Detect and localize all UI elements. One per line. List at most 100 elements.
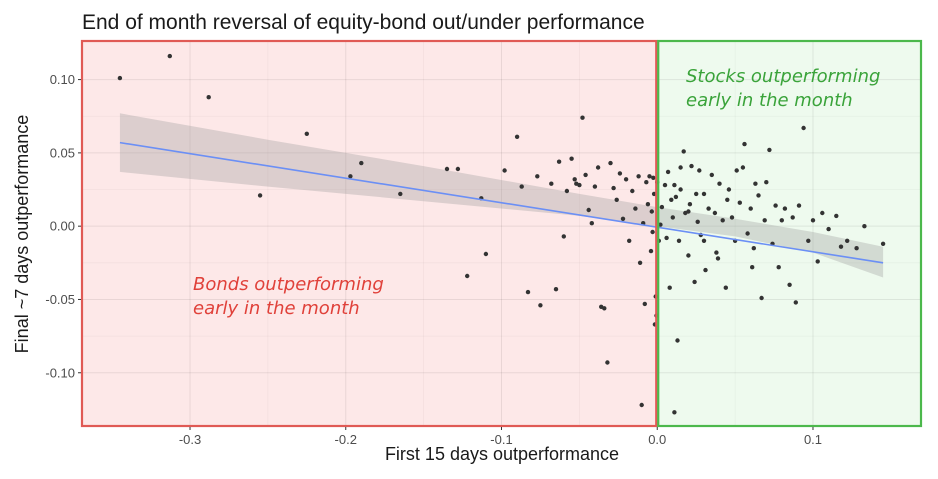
bonds-region-label-line: Bonds outperforming bbox=[193, 274, 384, 295]
data-point bbox=[556, 159, 562, 164]
data-point bbox=[694, 191, 699, 197]
data-point bbox=[647, 174, 652, 179]
data-point bbox=[525, 289, 531, 295]
x-tick-label: -0.3 bbox=[179, 432, 201, 447]
data-point bbox=[750, 265, 755, 270]
data-point bbox=[762, 218, 767, 223]
data-point bbox=[675, 338, 680, 343]
y-tick-label: 0.05 bbox=[50, 145, 75, 160]
data-point bbox=[681, 149, 686, 154]
data-point bbox=[257, 193, 263, 198]
bonds-region-border bbox=[80, 39, 658, 428]
stocks-region-border bbox=[657, 39, 923, 428]
region-borders-layer bbox=[80, 39, 923, 428]
data-point bbox=[648, 248, 654, 254]
confidence-band-layer bbox=[119, 113, 884, 278]
data-point bbox=[636, 174, 641, 179]
data-point bbox=[664, 235, 669, 241]
data-point bbox=[686, 209, 691, 214]
data-point bbox=[714, 250, 719, 255]
confidence-band bbox=[119, 113, 884, 278]
stocks-region-label-line: Stocks outperforming bbox=[686, 66, 880, 87]
data-point bbox=[644, 180, 649, 185]
data-point bbox=[561, 234, 566, 239]
data-point bbox=[742, 141, 747, 147]
data-point bbox=[756, 193, 761, 198]
data-point bbox=[586, 207, 591, 213]
data-point bbox=[627, 238, 632, 243]
data-point bbox=[620, 216, 626, 221]
data-point bbox=[167, 53, 172, 59]
data-point bbox=[793, 300, 798, 305]
data-point bbox=[630, 188, 635, 194]
data-point bbox=[359, 160, 364, 166]
data-point bbox=[617, 171, 623, 176]
data-point bbox=[645, 202, 651, 207]
data-point bbox=[672, 410, 677, 415]
data-point bbox=[689, 163, 694, 169]
data-point bbox=[748, 206, 753, 211]
data-point bbox=[862, 224, 867, 229]
data-point bbox=[465, 273, 470, 279]
data-point bbox=[725, 197, 730, 202]
data-point bbox=[796, 203, 802, 208]
data-point bbox=[726, 187, 732, 192]
data-point bbox=[667, 285, 672, 290]
x-tick-label: -0.2 bbox=[335, 432, 357, 447]
regression-line bbox=[119, 141, 884, 264]
ticks-layer: -0.3 -0.2 -0.1 0.0 0.1 -0.10 -0.05 0.00 0.05 0.10 bbox=[45, 72, 822, 447]
data-point bbox=[580, 115, 585, 120]
data-point bbox=[729, 215, 735, 220]
data-point bbox=[549, 181, 554, 186]
data-point bbox=[602, 306, 607, 311]
x-tick-label: 0.1 bbox=[804, 432, 822, 447]
data-point bbox=[519, 184, 524, 189]
data-point bbox=[605, 360, 610, 365]
data-point bbox=[820, 210, 825, 216]
data-point bbox=[753, 181, 758, 186]
y-tick-label: 0.00 bbox=[50, 219, 75, 234]
bonds-region-label-line: early in the month bbox=[193, 298, 360, 319]
data-point bbox=[790, 215, 795, 220]
data-point bbox=[538, 303, 543, 308]
data-point bbox=[692, 279, 697, 285]
data-point bbox=[483, 251, 489, 257]
data-point bbox=[444, 166, 450, 172]
data-point bbox=[815, 259, 820, 264]
data-point bbox=[398, 191, 403, 197]
data-point bbox=[776, 265, 781, 270]
annotations-layer: Bonds outperforming early in the month Sto… bbox=[193, 66, 880, 319]
data-point bbox=[553, 287, 559, 292]
data-point bbox=[787, 282, 792, 287]
data-point bbox=[740, 165, 746, 170]
data-point bbox=[650, 229, 655, 235]
data-point bbox=[854, 246, 859, 251]
bonds-region-fill bbox=[81, 40, 658, 427]
data-point bbox=[614, 197, 619, 202]
data-point bbox=[595, 165, 601, 170]
y-tick-label: -0.05 bbox=[45, 292, 75, 307]
data-point bbox=[810, 218, 816, 223]
data-point bbox=[759, 295, 764, 301]
data-point bbox=[569, 156, 574, 161]
regression-line-layer bbox=[119, 141, 884, 264]
y-tick-label: -0.10 bbox=[45, 365, 75, 380]
data-point bbox=[502, 168, 507, 173]
data-point bbox=[583, 172, 588, 178]
data-point bbox=[455, 166, 461, 172]
data-point bbox=[589, 221, 594, 226]
data-point bbox=[673, 194, 679, 200]
data-point bbox=[662, 182, 668, 188]
x-tick-label: -0.1 bbox=[490, 432, 512, 447]
data-point bbox=[608, 160, 613, 166]
data-point bbox=[633, 206, 638, 211]
data-point bbox=[751, 246, 756, 251]
data-point bbox=[701, 191, 707, 197]
data-point bbox=[706, 206, 711, 211]
data-point bbox=[834, 213, 839, 219]
data-point bbox=[779, 218, 784, 223]
data-point bbox=[709, 172, 714, 178]
data-point bbox=[669, 197, 674, 202]
data-point bbox=[801, 125, 806, 131]
data-point bbox=[695, 219, 700, 224]
